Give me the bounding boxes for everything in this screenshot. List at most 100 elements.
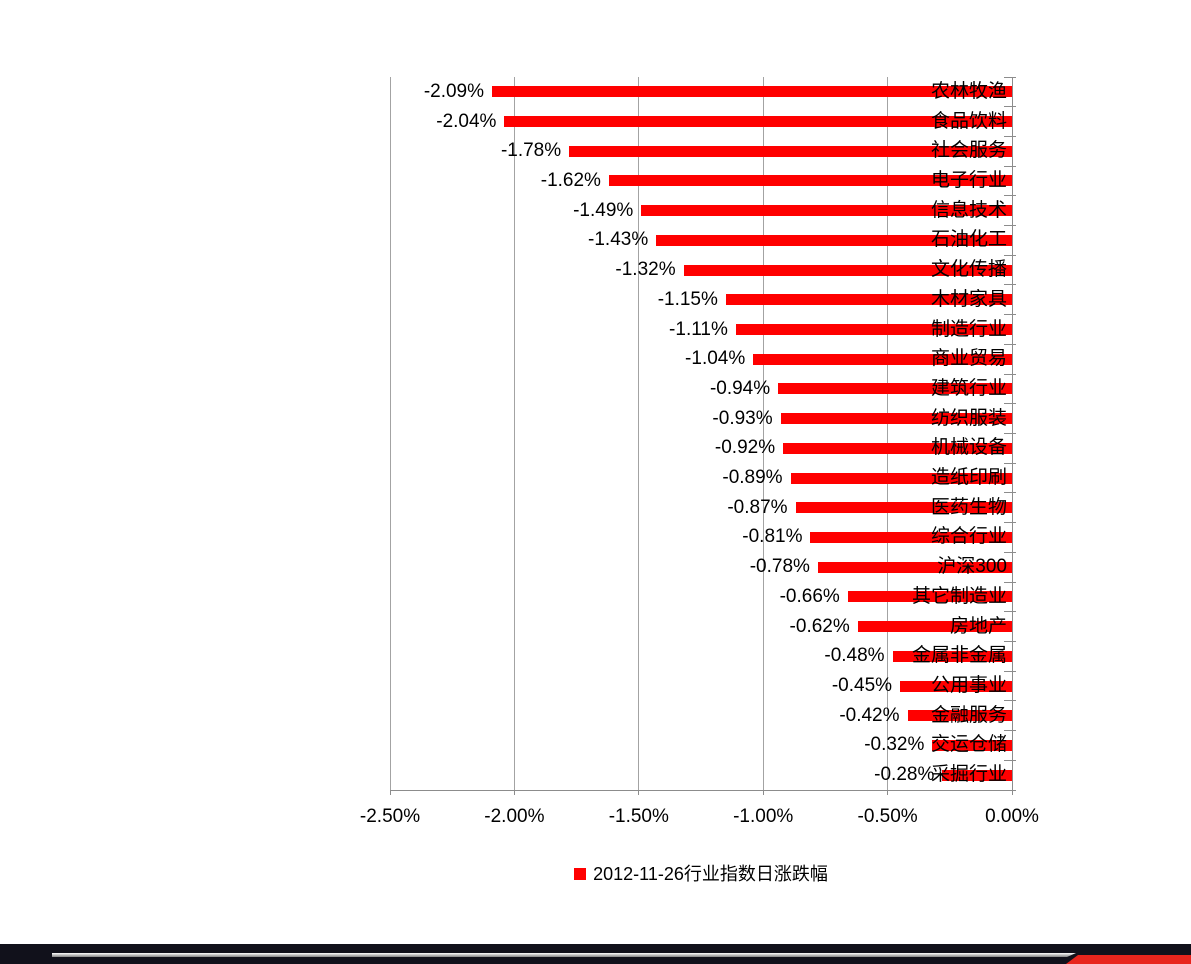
gridline bbox=[887, 77, 889, 790]
category-tick bbox=[1004, 373, 1016, 375]
category-tick bbox=[1004, 195, 1016, 197]
bar-value-label: -0.48% bbox=[824, 645, 885, 667]
bar-category-label: 商业贸易 bbox=[930, 348, 1007, 370]
bar-value-label: -1.78% bbox=[500, 140, 562, 162]
bar bbox=[810, 531, 1012, 543]
bar-value-label: -1.49% bbox=[573, 199, 634, 221]
category-tick bbox=[1004, 611, 1016, 613]
bar bbox=[725, 294, 1012, 306]
x-axis-tick bbox=[389, 790, 391, 795]
bar bbox=[900, 680, 1012, 692]
bar bbox=[857, 621, 1012, 633]
plot-area: -2.09% 农林牧渔 -2.04% 食品饮料 -1.78% 社会服务 -1.62% 电子行业… bbox=[389, 76, 1016, 795]
category-tick bbox=[1004, 581, 1016, 583]
footer-silver-line bbox=[52, 953, 1076, 957]
bar-value-label: -0.81% bbox=[742, 526, 803, 548]
chart-container: -2.09% 农林牧渔 -2.04% 食品饮料 -1.78% 社会服务 -1.62% 电子行业… bbox=[340, 57, 1062, 903]
gridline bbox=[389, 77, 391, 790]
category-tick bbox=[1004, 730, 1016, 732]
bar bbox=[892, 650, 1012, 662]
bar-value-label: -1.43% bbox=[588, 229, 649, 251]
bar-value-label: -1.11% bbox=[669, 318, 728, 340]
bar bbox=[608, 175, 1012, 187]
x-axis-tick bbox=[887, 790, 889, 795]
bar bbox=[735, 324, 1012, 336]
category-tick bbox=[1004, 522, 1016, 524]
x-axis-tick-label: -1.00% bbox=[733, 806, 794, 827]
category-tick bbox=[1004, 76, 1016, 78]
gridline bbox=[513, 77, 515, 790]
category-tick bbox=[1004, 551, 1016, 553]
bar-value-label: -0.62% bbox=[789, 615, 850, 637]
bar bbox=[783, 442, 1012, 454]
bar bbox=[656, 234, 1012, 246]
category-tick bbox=[1004, 135, 1016, 137]
footer-bar bbox=[0, 944, 1191, 964]
bar-category-label: 信息技术 bbox=[930, 199, 1007, 221]
bar-category-label: 建筑行业 bbox=[930, 377, 1007, 399]
x-axis-tick-label: -0.50% bbox=[857, 806, 918, 827]
bar-category-label: 金属非金属 bbox=[911, 645, 1007, 667]
bar bbox=[569, 145, 1012, 157]
footer-red-accent bbox=[1066, 955, 1191, 964]
category-tick bbox=[1004, 759, 1016, 761]
bar bbox=[641, 205, 1012, 217]
x-axis-tick bbox=[513, 790, 515, 795]
x-axis-tick-label: -2.00% bbox=[484, 806, 545, 827]
bar-value-label: -1.62% bbox=[540, 169, 601, 191]
x-axis-tick bbox=[638, 790, 640, 795]
bar-category-label: 文化传播 bbox=[930, 259, 1007, 281]
bar-value-label: -0.78% bbox=[749, 556, 810, 578]
bar-value-label: -0.28% bbox=[874, 764, 935, 786]
bar-value-label: -0.87% bbox=[727, 496, 788, 518]
bar-category-label: 机械设备 bbox=[930, 437, 1007, 459]
bar-category-label: 采掘行业 bbox=[930, 764, 1007, 786]
category-tick bbox=[1004, 789, 1016, 791]
bar-value-label: -0.66% bbox=[779, 585, 840, 607]
bar-value-label: -1.32% bbox=[615, 259, 676, 281]
bar-category-label: 农林牧渔 bbox=[930, 80, 1007, 102]
bar-category-label: 电子行业 bbox=[930, 169, 1007, 191]
x-axis-tick-label: -1.50% bbox=[608, 806, 669, 827]
bar bbox=[942, 769, 1012, 781]
category-tick bbox=[1004, 670, 1016, 672]
bar-value-label: -0.32% bbox=[864, 734, 925, 756]
bar-value-label: -0.93% bbox=[712, 407, 773, 429]
bar-category-label: 石油化工 bbox=[930, 229, 1007, 251]
bar-category-label: 综合行业 bbox=[930, 526, 1007, 548]
bar-category-label: 房地产 bbox=[949, 615, 1007, 637]
bar-value-label: -1.15% bbox=[657, 288, 718, 310]
bar-category-label: 其它制造业 bbox=[911, 585, 1007, 607]
bar bbox=[683, 264, 1012, 276]
x-axis-tick bbox=[762, 790, 764, 795]
bar-category-label: 公用事业 bbox=[930, 675, 1007, 697]
bar bbox=[753, 353, 1012, 365]
bar bbox=[795, 502, 1012, 514]
category-tick bbox=[1004, 106, 1016, 108]
x-axis-tick-label: 0.00% bbox=[985, 806, 1039, 827]
bar-category-label: 食品饮料 bbox=[930, 110, 1007, 132]
category-tick bbox=[1004, 462, 1016, 464]
bar-value-label: -0.45% bbox=[831, 675, 893, 697]
category-tick bbox=[1004, 700, 1016, 702]
bar bbox=[778, 383, 1012, 395]
bar bbox=[790, 472, 1012, 484]
category-tick bbox=[1004, 254, 1016, 256]
bar bbox=[932, 739, 1012, 751]
bar-category-label: 木材家具 bbox=[930, 288, 1007, 310]
bar-category-label: 交运仓储 bbox=[930, 734, 1007, 756]
bar-category-label: 金融服务 bbox=[930, 704, 1007, 726]
gridline bbox=[638, 77, 640, 790]
bar bbox=[817, 561, 1012, 573]
category-tick bbox=[1004, 225, 1016, 227]
category-tick bbox=[1004, 343, 1016, 345]
bar-value-label: -0.89% bbox=[722, 467, 783, 489]
bar-value-label: -1.04% bbox=[685, 348, 746, 370]
category-tick bbox=[1004, 433, 1016, 434]
bar-value-label: -2.09% bbox=[423, 80, 485, 102]
category-tick bbox=[1004, 165, 1016, 167]
bar bbox=[780, 413, 1012, 425]
x-axis-tick-label: -2.50% bbox=[359, 806, 421, 827]
legend: 2012-11-26行业指数日涨跌幅 bbox=[340, 863, 1062, 885]
